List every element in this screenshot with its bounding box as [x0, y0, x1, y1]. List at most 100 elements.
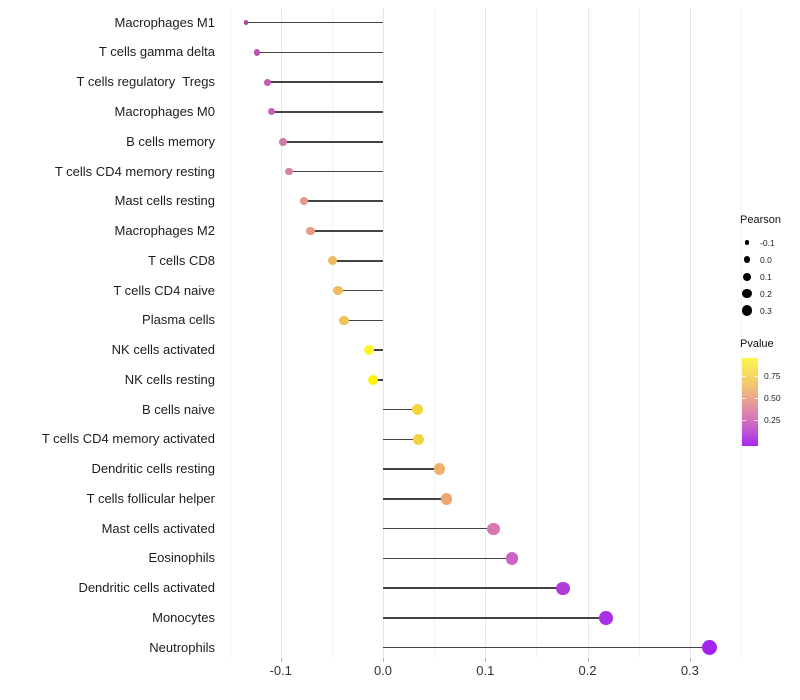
- x-tick-label: -0.1: [269, 663, 292, 678]
- data-point-dot: [333, 285, 343, 296]
- x-tick-label: 0.1: [476, 663, 495, 678]
- pearson-legend-dot-icon: [743, 256, 751, 263]
- category-label: Plasma cells: [142, 312, 215, 328]
- lollipop-stem: [383, 587, 564, 589]
- lollipop-stem: [383, 557, 512, 560]
- major-gridline: [587, 8, 589, 658]
- data-point-dot: [339, 315, 349, 325]
- lollipop-stem: [383, 646, 710, 649]
- category-label: Macrophages M1: [114, 14, 215, 30]
- lollipop-stem: [310, 230, 383, 232]
- lollipop-stem: [332, 259, 383, 262]
- data-point-dot: [487, 522, 500, 535]
- lollipop-stem: [245, 21, 383, 24]
- pearson-legend-title: Pearson: [740, 214, 781, 226]
- data-point-dot: [278, 137, 287, 146]
- lollipop-stem: [304, 200, 383, 203]
- category-label: T cells CD4 memory activated: [41, 431, 215, 447]
- category-label: Neutrophils: [149, 639, 215, 655]
- minor-gridline: [536, 8, 538, 658]
- category-label: B cells memory: [126, 133, 215, 149]
- pvalue-tick-label: 0.50: [764, 392, 781, 403]
- pearson-legend-item: -0.1: [740, 234, 781, 251]
- data-point-dot: [363, 345, 374, 356]
- pvalue-tick-notch: [742, 420, 746, 422]
- lollipop-stem: [337, 289, 383, 292]
- lollipop-stem: [383, 498, 447, 500]
- lollipop-stem: [257, 51, 383, 54]
- data-point-dot: [285, 167, 293, 176]
- category-label: Dendritic cells activated: [78, 580, 215, 596]
- lollipop-stem: [282, 140, 383, 143]
- pearson-legend-key: [740, 288, 754, 299]
- data-point-dot: [243, 20, 249, 25]
- data-point-dot: [263, 78, 271, 86]
- category-label: T cells gamma delta: [98, 44, 215, 60]
- data-point-dot: [412, 404, 424, 416]
- data-point-dot: [367, 374, 378, 385]
- minor-gridline: [331, 8, 333, 658]
- pvalue-tick-notch: [754, 397, 758, 399]
- minor-gridline: [638, 8, 640, 658]
- pvalue-tick-notch: [742, 397, 746, 399]
- data-point-dot: [701, 640, 717, 656]
- pearson-legend-label: 0.2: [760, 288, 772, 299]
- category-label: Eosinophils: [148, 550, 216, 566]
- major-gridline: [280, 8, 282, 658]
- data-point-dot: [440, 493, 453, 505]
- pvalue-legend-title: Pvalue: [740, 338, 774, 350]
- category-label: T cells follicular helper: [86, 490, 215, 506]
- pearson-legend-label: -0.1: [760, 237, 775, 248]
- pearson-legend-key: [740, 272, 754, 281]
- category-label: Mast cells activated: [101, 520, 215, 536]
- x-tick-mark: [383, 658, 384, 662]
- minor-gridline: [434, 8, 436, 658]
- pearson-legend-dot-icon: [744, 240, 750, 245]
- minor-gridline: [741, 8, 743, 658]
- pearson-legend-label: 0.3: [760, 305, 772, 316]
- category-label: T cells CD8: [148, 252, 215, 268]
- category-label: T cells CD4 naive: [113, 282, 215, 298]
- x-tick-mark: [280, 658, 282, 662]
- lollipop-stem: [271, 111, 383, 113]
- pearson-legend-item: 0.3: [740, 302, 781, 319]
- data-point-dot: [267, 108, 275, 116]
- pearson-legend-dot-icon: [741, 305, 753, 316]
- pearson-legend-item: 0.0: [740, 251, 781, 268]
- category-label: T cells CD4 memory resting: [54, 163, 215, 179]
- pvalue-tick-label: 0.75: [764, 370, 781, 381]
- category-label: Dendritic cells resting: [91, 461, 215, 477]
- pearson-legend-item: 0.1: [740, 268, 781, 285]
- lollipop-stem: [344, 319, 383, 322]
- pearson-legend-item: 0.2: [740, 285, 781, 302]
- pvalue-tick-notch: [754, 420, 758, 422]
- pearson-legend-key: [740, 305, 754, 316]
- major-gridline: [383, 8, 384, 658]
- pearson-legend-label: 0.0: [760, 254, 772, 265]
- data-point-dot: [306, 226, 315, 236]
- data-point-dot: [413, 433, 425, 445]
- data-point-dot: [599, 611, 613, 625]
- pvalue-colorbar-wrap: 0.75 0.50 0.25: [740, 358, 800, 446]
- lollipop-stem: [383, 617, 606, 619]
- x-tick-label: 0.3: [680, 663, 699, 678]
- x-tick-mark: [689, 658, 691, 662]
- lollipop-stem: [368, 349, 383, 351]
- category-label: NK cells resting: [124, 371, 215, 387]
- x-tick-label: 0.2: [578, 663, 597, 678]
- x-tick-label: 0.0: [373, 663, 393, 678]
- data-point-dot: [300, 197, 309, 206]
- lollipop-stem: [383, 408, 418, 411]
- pvalue-tick-label: 0.25: [764, 415, 781, 426]
- category-label: Macrophages M2: [114, 223, 215, 239]
- lollipop-stem: [288, 170, 383, 173]
- pearson-legend-keys: -0.1 0.0 0.1 0.2 0.3: [740, 234, 781, 319]
- minor-gridline: [229, 8, 231, 658]
- pearson-legend-key: [740, 240, 754, 245]
- lollipop-stem: [383, 438, 419, 441]
- major-gridline: [485, 8, 487, 658]
- data-point-dot: [505, 552, 519, 565]
- pearson-legend-dot-icon: [742, 288, 752, 299]
- pvalue-tick-notch: [742, 375, 746, 377]
- x-tick-mark: [587, 658, 589, 662]
